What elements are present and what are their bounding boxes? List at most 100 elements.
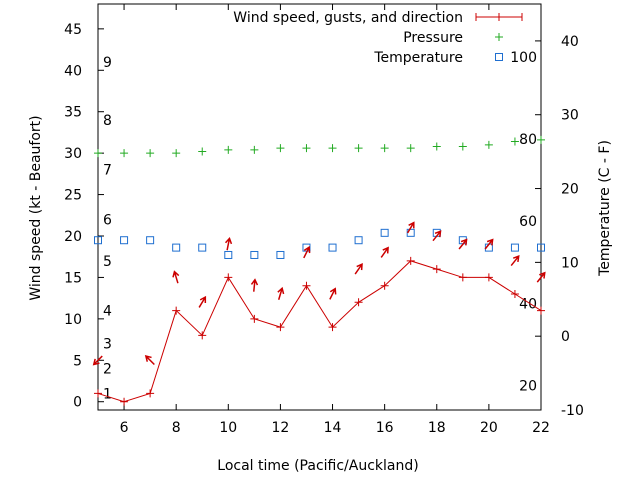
temperature-point [537,243,545,252]
fahrenheit-label: 60 [519,214,537,230]
pressure-point [328,144,337,153]
temperature-point [406,228,415,237]
wind-direction-arrow [329,287,337,300]
y-left-tick-label: 35 [64,105,82,121]
y-right-tick-label: 20 [561,182,579,198]
y-right-tick-label: 40 [561,34,579,50]
pressure-point [380,144,389,153]
temperature-point [276,250,285,259]
legend-label: Wind speed, gusts, and direction [233,10,463,26]
y-left-tick-label: 30 [64,146,82,162]
wind-direction-arrow [250,278,259,292]
temperature-point [172,243,181,252]
y-right-tick-label: -10 [561,403,584,419]
wind-direction-arrow [536,271,546,283]
y-left-tick-label: 40 [64,63,82,79]
y-axis-left-label: Wind speed (kt - Beaufort) [28,115,44,300]
temperature-point [380,228,389,237]
temperature-point [94,236,102,245]
fahrenheit-label: 40 [519,297,537,313]
pressure-point [354,144,363,153]
wind-direction-arrow [510,255,520,267]
x-tick-label: 10 [219,420,237,436]
beaufort-label: 2 [103,362,112,378]
temperature-point [198,243,207,252]
wind-direction-arrow [458,238,468,250]
temperature-point [250,250,259,259]
temperature-point [146,236,155,245]
pressure-point [198,147,207,156]
x-tick-label: 16 [376,420,394,436]
pressure-point [250,145,259,154]
x-tick-label: 20 [480,420,498,436]
data-series [92,135,546,406]
fahrenheit-label: 100 [510,50,537,66]
wind-direction-arrow [172,270,180,284]
pressure-point [510,137,519,146]
x-tick-label: 8 [172,420,181,436]
wind-direction-arrow [92,355,103,366]
y-left-tick-label: 10 [64,312,82,328]
y-left-tick-label: 20 [64,229,82,245]
wind-speed-point [406,256,415,265]
y-right-tick-label: 0 [561,329,570,345]
beaufort-label: 4 [103,304,112,320]
wind-speed-point [537,306,545,315]
wind-speed-point [224,273,233,282]
wind-direction-arrow [277,286,285,300]
y-left-tick-label: 45 [64,22,82,38]
pressure-point [406,144,415,153]
wind-speed-point [354,298,363,307]
temperature-point [354,236,363,245]
temperature-point [224,250,233,259]
x-tick-label: 6 [120,420,129,436]
wind-speed-point [380,281,389,290]
wind-direction-arrow [380,246,389,258]
plot-area: 1 2 3 4 5 6 7 8 9 20 40 60 80 100 [103,50,537,402]
beaufort-label: 9 [103,55,112,71]
x-axis-label: Local time (Pacific/Auckland) [217,458,418,474]
beaufort-label: 8 [103,113,112,129]
wind-direction-arrow [224,236,233,251]
x-tick-label: 22 [532,420,550,436]
wind-direction-arrow [198,295,207,308]
y-left-tick-label: 0 [73,395,82,411]
y-left-tick-label: 5 [73,353,82,369]
wind-speed-point [432,265,441,274]
x-tick-label: 18 [428,420,446,436]
wind-direction-arrow [303,245,311,259]
wind-speed-point [328,323,337,332]
pressure-point [120,149,129,158]
wind-speed-point [120,397,129,406]
pressure-point [94,149,102,158]
wind-direction-arrow [484,238,494,250]
legend-swatch [475,13,523,21]
pressure-point [458,142,467,151]
wind-direction-arrow [354,263,363,275]
wind-speed-point [510,290,519,298]
pressure-point [484,140,493,149]
wind-speed-line [97,260,542,403]
wind-speed-point [484,273,493,282]
legend: Wind speed, gusts, and direction Pressure… [233,10,523,66]
pressure-point [276,144,285,153]
y-left-tick-label: 25 [64,188,82,204]
wind-direction-arrow [406,221,415,234]
wind-speed-point [94,389,102,398]
x-tick-label: 14 [324,420,342,436]
y-axis-right-label: Temperature (C - F) [597,140,613,277]
temperature-point [328,243,337,252]
wind-speed-point [302,281,311,290]
y-right-tick-label: 10 [561,255,579,271]
wind-speed-point [172,306,181,315]
wind-direction-arrow [144,355,155,366]
pressure-point [537,135,545,144]
temperature-point [120,236,129,245]
wind-speed-point [458,273,467,282]
legend-swatch [495,53,503,61]
beaufort-label: 5 [103,254,112,270]
wind-speed-point [250,314,259,323]
legend-label: Temperature [373,50,463,66]
wind-direction-arrow [432,230,442,242]
